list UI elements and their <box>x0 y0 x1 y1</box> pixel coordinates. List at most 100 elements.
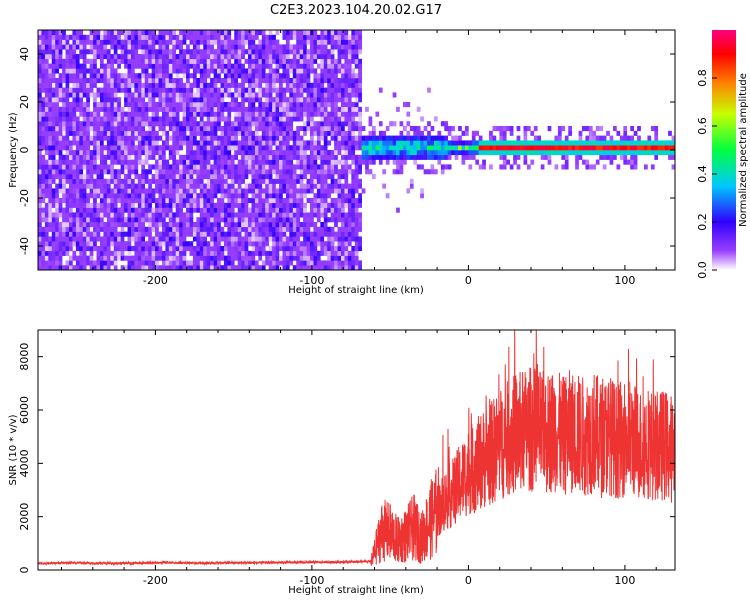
heatmap-cell <box>327 140 331 146</box>
heatmap-cell <box>96 226 101 232</box>
heatmap-cell <box>268 217 273 223</box>
heatmap-cell <box>161 102 166 108</box>
heatmap-cell <box>316 217 321 223</box>
heatmap-cell <box>241 174 245 180</box>
heatmap-cell <box>117 82 121 88</box>
heatmap-cell <box>285 30 290 36</box>
heatmap-cell <box>113 130 118 136</box>
heatmap-cell <box>220 140 225 146</box>
heatmap-cell <box>337 250 342 256</box>
heatmap-cell <box>306 34 311 40</box>
heatmap-cell <box>127 102 132 108</box>
heatmap-cell <box>217 169 221 175</box>
heatmap-cell <box>79 68 84 74</box>
heatmap-cell <box>110 44 115 50</box>
heatmap-cell <box>148 188 152 194</box>
heatmap-cell <box>254 188 259 194</box>
heatmap-cell <box>499 154 504 160</box>
heatmap-cell <box>213 226 218 232</box>
heatmap-cell <box>148 145 152 151</box>
heatmap-cell <box>279 87 283 93</box>
heatmap-cell <box>179 159 183 165</box>
heatmap-cell <box>316 92 321 98</box>
heatmap-cell <box>58 198 63 204</box>
heatmap-cell <box>272 58 276 64</box>
heatmap-cell <box>86 116 90 122</box>
heatmap-cell <box>124 97 128 103</box>
heatmap-cell <box>127 30 132 36</box>
heatmap-cell <box>268 92 273 98</box>
heatmap-cell <box>113 102 118 108</box>
heatmap-cell <box>65 102 70 108</box>
heatmap-cell <box>38 68 42 74</box>
heatmap-cell <box>279 121 283 127</box>
heatmap-cell <box>86 202 90 208</box>
heatmap-cell <box>48 198 53 204</box>
heatmap-cell <box>93 236 97 242</box>
heatmap-cell <box>58 178 63 184</box>
heatmap-cell <box>296 164 300 170</box>
heatmap-cell <box>124 150 128 156</box>
heatmap-cell <box>251 145 256 151</box>
heatmap-cell <box>557 150 562 156</box>
heatmap-cell <box>375 140 380 146</box>
heatmap-cell <box>313 106 318 112</box>
heatmap-cell <box>313 92 318 98</box>
heatmap-cell <box>103 145 108 151</box>
heatmap-cell <box>51 140 56 146</box>
heatmap-cell <box>327 193 331 199</box>
heatmap-cell <box>223 34 228 40</box>
heatmap-cell <box>203 255 208 261</box>
heatmap-cell <box>175 73 180 79</box>
heatmap-cell <box>179 135 183 141</box>
heatmap-cell <box>275 130 280 136</box>
heatmap-cell <box>65 126 70 132</box>
heatmap-cell <box>179 202 183 208</box>
heatmap-cell <box>217 63 221 69</box>
heatmap-cell <box>113 207 118 213</box>
heatmap-cell <box>55 202 59 208</box>
heatmap-cell <box>223 188 228 194</box>
heatmap-cell <box>213 207 218 213</box>
heatmap-cell <box>344 198 349 204</box>
heatmap-cell <box>285 130 290 136</box>
heatmap-cell <box>585 159 590 165</box>
heatmap-cell <box>192 246 197 252</box>
heatmap-cell <box>48 154 53 160</box>
heatmap-cell <box>310 92 314 98</box>
heatmap-cell <box>113 82 118 88</box>
heatmap-cell <box>103 255 108 261</box>
heatmap-cell <box>44 130 49 136</box>
heatmap-cell <box>186 111 190 117</box>
heatmap-cell <box>130 54 135 60</box>
heatmap-cell <box>378 154 383 160</box>
heatmap-cell <box>196 174 201 180</box>
heatmap-cell <box>279 58 283 64</box>
heatmap-cell <box>261 126 266 132</box>
heatmap-cell <box>96 188 101 194</box>
heatmap-cell <box>310 106 314 112</box>
heatmap-cell <box>82 226 87 232</box>
heatmap-cell <box>217 217 221 223</box>
heatmap-cell <box>268 39 273 45</box>
heatmap-cell <box>358 126 362 132</box>
heatmap-cell <box>51 255 56 261</box>
heatmap-cell <box>99 188 104 194</box>
heatmap-cell <box>227 63 232 69</box>
heatmap-cell <box>279 241 283 247</box>
heatmap-cell <box>168 183 173 189</box>
heatmap-cell <box>578 130 583 136</box>
heatmap-cell <box>392 121 397 127</box>
heatmap-cell <box>93 73 97 79</box>
heatmap-cell <box>337 78 342 84</box>
heatmap-cell <box>564 140 569 146</box>
heatmap-cell <box>189 202 194 208</box>
heatmap-cell <box>79 44 84 50</box>
heatmap-cell <box>337 202 342 208</box>
heatmap-cell <box>75 135 80 141</box>
heatmap-cell <box>82 34 87 40</box>
heatmap-cell <box>62 169 66 175</box>
heatmap-cell <box>495 150 500 156</box>
heatmap-cell <box>382 150 387 156</box>
heatmap-cell <box>495 145 500 151</box>
